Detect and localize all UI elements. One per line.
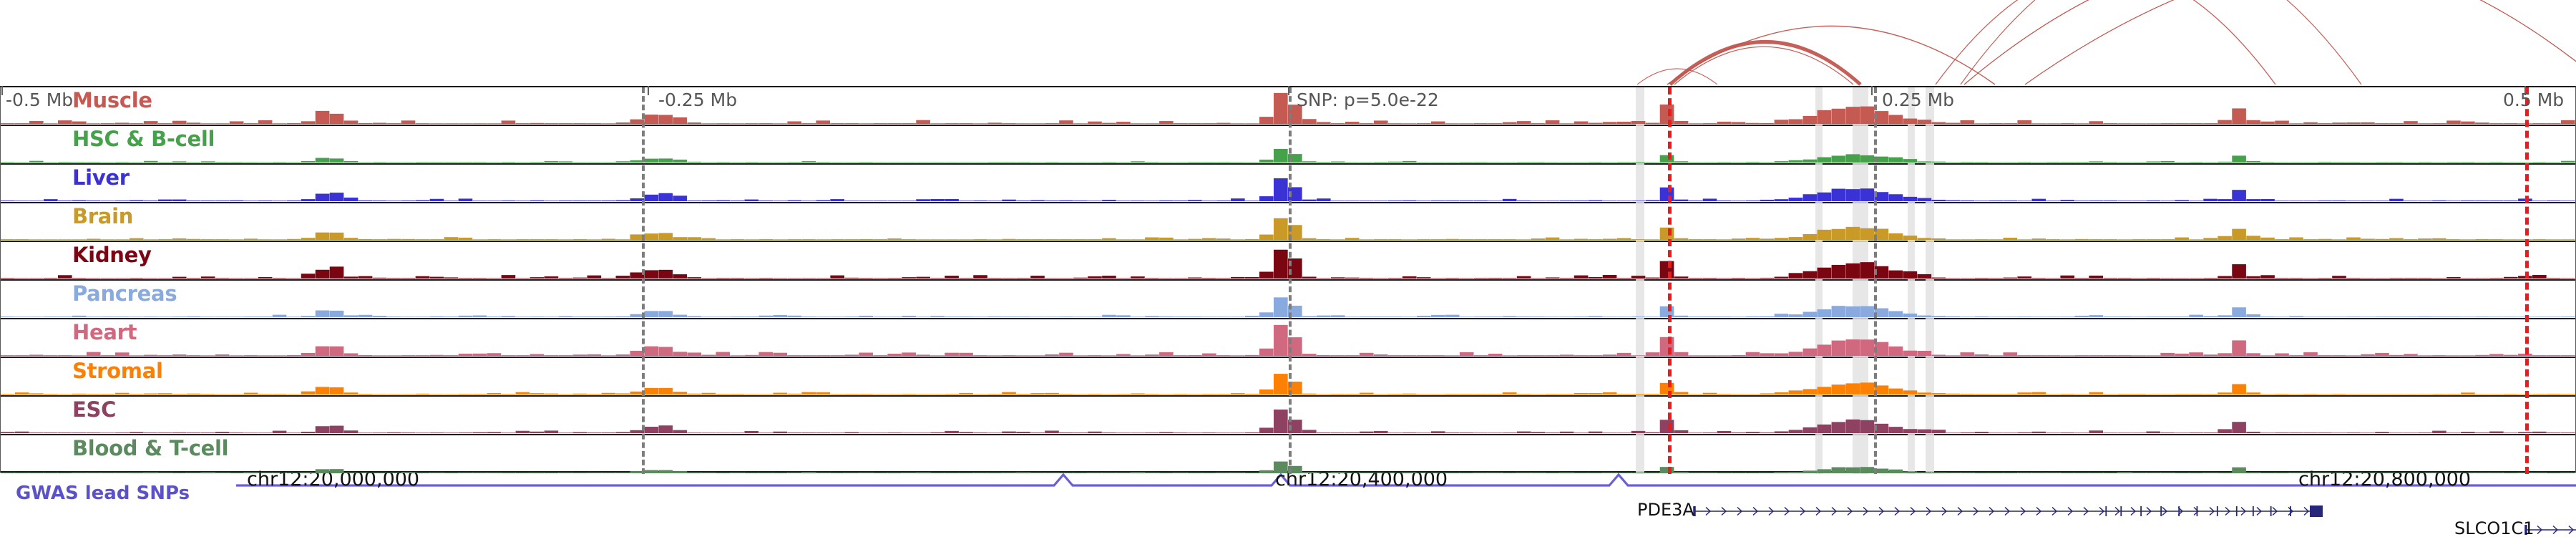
- terminal-exon-block: [2310, 505, 2323, 517]
- signal-profile: [1, 374, 2575, 395]
- signal-track-panel: Muscle HSC & B-cell Liver Brain Kidney Pancre…: [0, 86, 2576, 474]
- signal-profile: [1, 324, 2575, 356]
- interaction-arc: [1960, 0, 2362, 85]
- interaction-arc-offscreen: [2024, 0, 2175, 85]
- signal-track-row: Blood & T-cell: [1, 435, 2575, 474]
- strand-arrow-icon: [1831, 506, 1838, 516]
- strand-arrow-icon: [2162, 506, 2168, 516]
- signal-track-row: Pancreas: [1, 281, 2575, 319]
- strand-arrow-icon: [1989, 506, 1995, 516]
- signal-profile: [1, 92, 2575, 124]
- strand-arrow-icon: [1768, 506, 1775, 516]
- gene-model-svg: [1693, 505, 2576, 535]
- interaction-arc: [1667, 25, 1996, 85]
- interaction-arc: [1674, 46, 1854, 85]
- arc-svg: [1636, 0, 2576, 86]
- strand-arrow-icon: [2114, 506, 2121, 516]
- interaction-arc: [1669, 40, 1862, 86]
- strand-arrow-icon: [2537, 525, 2543, 535]
- strand-arrow-icon: [2036, 506, 2042, 516]
- interaction-arc: [1935, 0, 2276, 85]
- strand-arrow-icon: [1815, 506, 1822, 516]
- strand-arrow-icon: [2225, 506, 2231, 516]
- interaction-arc: [1636, 68, 1718, 85]
- strand-arrow-icon: [1752, 506, 1759, 516]
- signal-profile: [1, 461, 2575, 473]
- strand-arrow-icon: [1705, 506, 1712, 516]
- signal-track-row: ESC: [1, 397, 2575, 435]
- signal-track-row: Kidney: [1, 242, 2575, 281]
- strand-arrow-icon: [1973, 506, 1979, 516]
- signal-profile: [1, 409, 2575, 433]
- gwas-track-label: GWAS lead SNPs: [16, 483, 190, 504]
- strand-arrow-icon: [2004, 506, 2011, 516]
- strand-arrow-icon: [2240, 506, 2247, 516]
- signal-track-row: HSC & B-cell: [1, 126, 2575, 165]
- genomic-coordinate-label: chr12:20,800,000: [2298, 468, 2472, 490]
- strand-arrow-icon: [1910, 506, 1916, 516]
- signal-profile: [1, 148, 2575, 163]
- strand-arrow-icon: [2209, 506, 2215, 516]
- signal-profile: [1, 178, 2575, 201]
- strand-arrow-icon: [2303, 506, 2310, 516]
- strand-arrow-icon: [2193, 506, 2200, 516]
- chromatin-interaction-arcs: [0, 0, 2576, 86]
- strand-arrow-icon: [1957, 506, 1963, 516]
- signal-profile: [1, 297, 2575, 317]
- strand-arrow-icon: [2272, 506, 2278, 516]
- signal-profile: [1, 249, 2575, 279]
- strand-arrow-icon: [1800, 506, 1806, 516]
- strand-arrow-icon: [1847, 506, 1853, 516]
- signal-profile: [1, 218, 2575, 240]
- gene-name-label[interactable]: PDE3A: [1637, 500, 1694, 520]
- signal-track-row: Liver: [1, 165, 2575, 203]
- strand-arrow-icon: [1863, 506, 1869, 516]
- track-row-container: Muscle HSC & B-cell Liver Brain Kidney Pancre…: [1, 87, 2575, 474]
- strand-arrow-icon: [2020, 506, 2026, 516]
- interaction-arc-offscreen: [1963, 0, 2576, 85]
- gene-name-label[interactable]: SLCO1C1: [2454, 518, 2534, 537]
- strand-arrow-icon: [2256, 506, 2263, 516]
- strand-arrow-icon: [1878, 506, 1885, 516]
- signal-track-row: Brain: [1, 203, 2575, 242]
- strand-arrow-icon: [1784, 506, 1790, 516]
- strand-arrow-icon: [1737, 506, 1743, 516]
- strand-arrow-icon: [2130, 506, 2137, 516]
- gene-annotation-track[interactable]: PDE3A SLCO1C1: [0, 500, 2576, 537]
- gwas-snp-svg: [236, 473, 2576, 487]
- strand-arrow-icon: [1721, 506, 1727, 516]
- strand-arrow-icon: [1941, 506, 1948, 516]
- strand-arrow-icon: [2552, 525, 2559, 535]
- genomic-coordinate-label: chr12:20,400,000: [1275, 468, 1448, 490]
- signal-track-row: Heart: [1, 319, 2575, 358]
- signal-track-row: Muscle: [1, 87, 2575, 126]
- strand-arrow-icon: [2288, 506, 2294, 516]
- strand-arrow-icon: [2146, 506, 2152, 516]
- gwas-lead-snp-track[interactable]: GWAS lead SNPs chr12:20,000,000 chr12:20,…: [0, 468, 2576, 504]
- strand-arrow-icon: [2067, 506, 2074, 516]
- strand-arrow-icon: [2568, 525, 2575, 535]
- strand-arrow-icon: [1894, 506, 1901, 516]
- gwas-snp-line: [236, 473, 2576, 487]
- strand-arrow-icon: [2051, 506, 2058, 516]
- strand-arrow-icon: [2083, 506, 2089, 516]
- strand-arrow-icon: [1926, 506, 1932, 516]
- strand-arrow-icon: [2099, 506, 2105, 516]
- signal-track-row: Stromal: [1, 358, 2575, 397]
